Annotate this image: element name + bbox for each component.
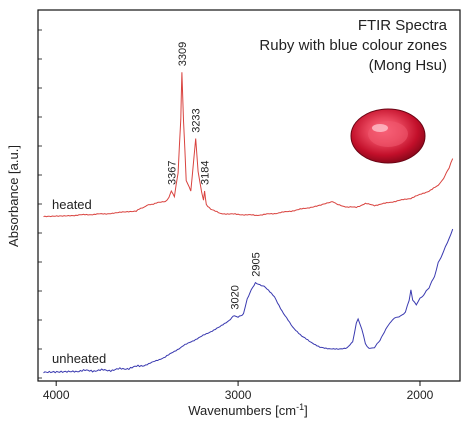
- peak-label-3309: 3309: [177, 42, 189, 66]
- title-line-2: Ruby with blue colour zones: [259, 37, 447, 54]
- x-axis-label: Wavenumbers [cm-1]: [188, 402, 308, 418]
- x-tick-label-4000: 4000: [43, 388, 70, 402]
- peak-label-3184: 3184: [200, 161, 212, 185]
- spectra-series: [43, 72, 454, 374]
- series-line-heated: [43, 72, 454, 218]
- plot-frame: [37, 9, 461, 382]
- peak-label-2905: 2905: [250, 252, 262, 276]
- x-tick-label-2000: 2000: [407, 388, 434, 402]
- y-axis-label: Absorbance [a.u.]: [6, 145, 21, 247]
- ruby-gem-image: [350, 108, 426, 164]
- peak-annotations: 3367 3309 3233 3184 3020 2905: [166, 42, 262, 310]
- title-line-3: (Mong Hsu): [369, 57, 447, 74]
- peak-label-3020: 3020: [229, 285, 241, 309]
- peak-label-3233: 3233: [191, 108, 203, 132]
- x-axis-ticks: 4000 3000 2000: [38, 29, 434, 402]
- series-labels: heated unheated: [52, 197, 106, 366]
- chart-title: FTIR Spectra Ruby with blue colour zones…: [259, 17, 447, 74]
- series-line-unheated: [43, 228, 454, 374]
- peak-label-3367: 3367: [166, 161, 178, 185]
- series-label-heated: heated: [52, 197, 92, 212]
- title-line-1: FTIR Spectra: [358, 17, 448, 34]
- series-label-unheated: unheated: [52, 351, 106, 366]
- x-tick-label-3000: 3000: [225, 388, 252, 402]
